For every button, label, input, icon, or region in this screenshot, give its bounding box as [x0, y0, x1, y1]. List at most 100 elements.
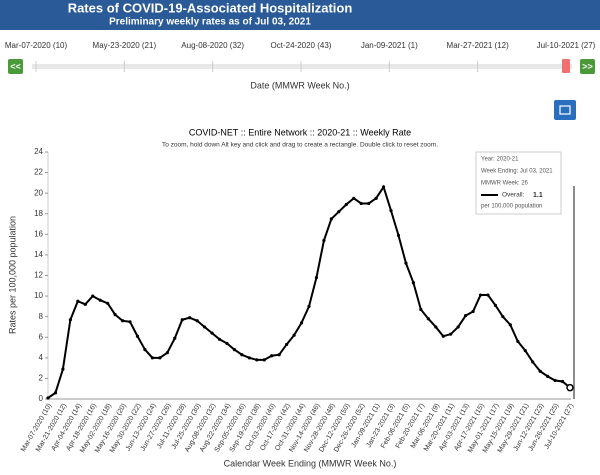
data-point [344, 202, 348, 207]
data-point [553, 378, 557, 383]
data-point [143, 348, 147, 352]
slider-label: Aug-08-2020 (32) [181, 41, 244, 50]
data-point [217, 337, 222, 341]
data-point [113, 313, 117, 317]
y-tick-label: 12 [34, 271, 43, 280]
data-point [277, 353, 281, 357]
data-point [158, 356, 162, 360]
data-point [53, 391, 58, 395]
data-point [195, 319, 199, 323]
data-point [523, 349, 527, 353]
slider-axis-label: Date (MMWR Week No.) [250, 80, 349, 90]
data-point [150, 356, 154, 360]
data-point [83, 302, 87, 306]
y-tick-label: 24 [34, 147, 43, 156]
chart-subtitle: To zoom, hold down Alt key and click and… [162, 142, 438, 149]
data-point [68, 318, 72, 322]
data-point [314, 275, 319, 280]
data-point [337, 210, 341, 214]
data-point [203, 325, 207, 329]
data-point [61, 367, 65, 371]
data-point [307, 304, 311, 308]
data-point [381, 185, 386, 189]
data-point [434, 325, 438, 329]
tooltip-value: 1.1 [533, 192, 543, 199]
data-point [389, 209, 393, 213]
data-point [471, 309, 475, 314]
tooltip-week-ending: Week Ending: Jul 03, 2021 [481, 169, 553, 175]
tooltip-unit: per 100,000 population [481, 204, 542, 210]
data-point [538, 369, 542, 373]
data-point [106, 301, 110, 305]
tooltip-box [475, 151, 562, 215]
header-subtitle: Preliminary weekly rates as of Jul 03, 2… [109, 17, 311, 28]
data-point [91, 294, 95, 298]
data-point [292, 333, 296, 337]
data-point [255, 358, 259, 362]
data-point [501, 315, 505, 319]
slider-handle[interactable] [562, 59, 570, 73]
data-point [270, 354, 274, 358]
data-point [396, 233, 401, 237]
x-axis-label: Calendar Week Ending (MMWR Week No.) [224, 458, 397, 468]
y-tick-label: 2 [39, 374, 44, 383]
data-point [516, 339, 520, 343]
data-point [98, 298, 102, 302]
data-point [135, 334, 140, 338]
next-button-label[interactable]: >> [582, 61, 593, 71]
data-point [299, 321, 304, 325]
data-point [478, 293, 483, 297]
y-tick-label: 14 [34, 250, 43, 259]
header-title: Rates of COVID-19-Associated Hospitaliza… [68, 0, 353, 15]
slider-label: May-23-2020 (21) [93, 41, 157, 50]
data-point [352, 196, 356, 200]
prev-button[interactable] [8, 59, 23, 74]
y-tick-label: 8 [39, 312, 44, 321]
header-bar [0, 0, 600, 30]
tooltip-year: Year: 2020-21 [481, 157, 519, 163]
y-tick-label: 20 [34, 188, 43, 197]
y-tick-label: 10 [34, 291, 43, 300]
data-point [76, 299, 80, 303]
data-point [210, 331, 214, 335]
hover-point [566, 383, 574, 392]
data-point [404, 261, 408, 265]
data-point [240, 353, 244, 357]
data-point [322, 238, 326, 243]
data-point [411, 281, 415, 285]
y-tick-label: 16 [34, 229, 43, 238]
data-point [173, 336, 177, 340]
next-button[interactable] [580, 59, 595, 74]
data-point [285, 342, 289, 347]
image-icon[interactable] [559, 105, 571, 115]
tooltip-series: Overall: [502, 192, 525, 199]
data-point [464, 314, 468, 318]
y-tick-label: 4 [39, 353, 44, 362]
slider-label: Mar-07-2020 (10) [5, 41, 68, 50]
slider-track[interactable] [32, 64, 572, 69]
data-point [128, 320, 132, 324]
y-axis-label: Rates per 100,000 population [7, 216, 17, 334]
data-point [329, 217, 333, 221]
y-tick-label: 18 [34, 209, 43, 218]
data-point [493, 303, 498, 307]
prev-button-label[interactable]: << [10, 61, 21, 71]
data-point [188, 316, 192, 320]
data-point [419, 307, 423, 312]
tooltip-mmwr-week: MMWR Week: 26 [481, 181, 529, 187]
data-point [247, 356, 251, 360]
y-tick-label: 22 [34, 168, 43, 177]
chart-title: COVID-NET :: Entire Network :: 2020-21 :… [189, 127, 411, 137]
image-export-button[interactable] [554, 100, 576, 120]
slider-label: Mar-27-2021 (12) [447, 41, 510, 50]
tooltip: Year: 2020-21 Week Ending: Jul 03, 2021 … [475, 151, 562, 215]
slider-label: Jul-10-2021 (27) [537, 41, 596, 50]
data-point [180, 318, 184, 322]
data-point [486, 293, 490, 297]
slider-label: Jan-09-2021 (1) [361, 41, 418, 50]
data-point [46, 396, 50, 400]
data-point [225, 341, 229, 346]
data-point [262, 358, 266, 362]
data-point [441, 334, 445, 338]
